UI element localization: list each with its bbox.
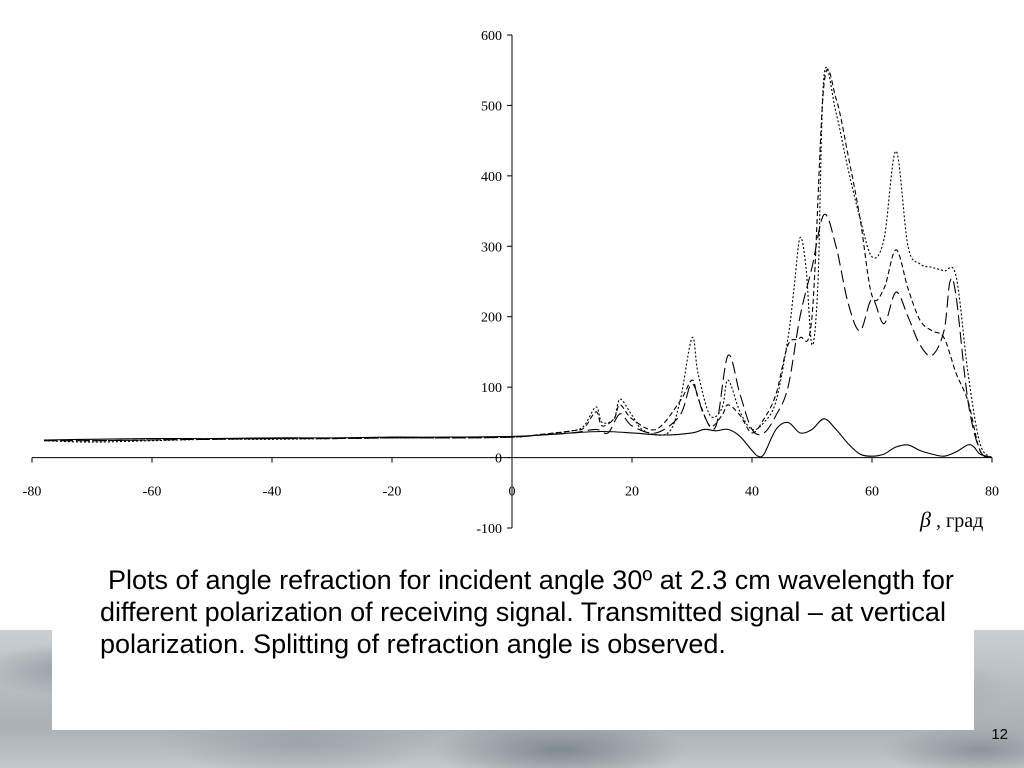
x-tick-label: 20 bbox=[625, 485, 639, 500]
refraction-angle-chart: -80 -60 -40 -20 0 20 40 60 80 -100 0 100 200 300 400 50… bbox=[23, 29, 999, 537]
x-tick-label: -80 bbox=[23, 485, 42, 500]
x-axis-unit: , град bbox=[936, 510, 983, 532]
x-axis-symbol: β bbox=[919, 507, 931, 532]
y-tick-label: 100 bbox=[481, 381, 502, 396]
series-line-long-dash bbox=[43, 213, 993, 459]
x-tick-label: 40 bbox=[745, 485, 759, 500]
chart-ticks: -80 -60 -40 -20 0 20 40 60 80 -100 0 100 200 300 400 50… bbox=[23, 29, 999, 537]
series-line-short-dash bbox=[43, 68, 993, 459]
x-tick-label: 0 bbox=[509, 485, 516, 500]
x-tick-label: -40 bbox=[263, 485, 282, 500]
y-tick-label: -100 bbox=[476, 522, 502, 537]
series-line-solid bbox=[43, 418, 993, 459]
y-tick-label: 400 bbox=[481, 170, 502, 185]
y-tick-label: 300 bbox=[481, 240, 502, 255]
x-tick-label: 60 bbox=[865, 485, 879, 500]
y-tick-label: 600 bbox=[481, 29, 502, 44]
x-tick-label: 80 bbox=[985, 485, 999, 500]
slide-caption: Plots of angle refraction for incident a… bbox=[100, 565, 954, 659]
x-tick-label: -60 bbox=[143, 485, 162, 500]
chart-axes bbox=[32, 35, 992, 528]
slide-number: 12 bbox=[991, 726, 1008, 743]
y-tick-label: 0 bbox=[495, 452, 502, 467]
y-tick-label: 500 bbox=[481, 99, 502, 114]
caption-panel bbox=[52, 545, 974, 730]
y-tick-label: 200 bbox=[481, 311, 502, 326]
series-line-dot bbox=[43, 66, 993, 459]
x-tick-label: -20 bbox=[383, 485, 402, 500]
x-axis-label: β, град bbox=[919, 507, 983, 532]
chart-series bbox=[43, 66, 993, 459]
